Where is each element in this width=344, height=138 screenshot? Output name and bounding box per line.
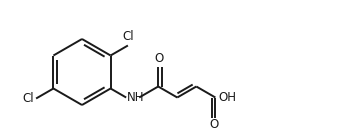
Text: O: O	[210, 119, 219, 132]
Text: O: O	[154, 52, 164, 66]
Text: Cl: Cl	[22, 92, 34, 105]
Text: NH: NH	[127, 91, 145, 104]
Text: Cl: Cl	[122, 30, 134, 43]
Text: OH: OH	[218, 91, 236, 104]
